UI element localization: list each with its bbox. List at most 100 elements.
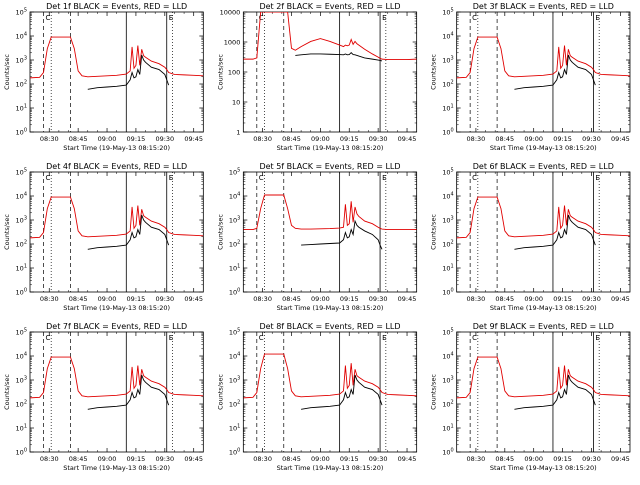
y-tick-label: 100 bbox=[16, 288, 27, 297]
y-tick-label: 104 bbox=[16, 32, 27, 41]
marker-c: C bbox=[259, 174, 264, 182]
y-tick-label: 102 bbox=[442, 80, 453, 89]
lld-series-line bbox=[243, 12, 417, 61]
y-tick-label: 102 bbox=[442, 240, 453, 249]
x-tick-label: 09:00 bbox=[311, 135, 330, 143]
y-tick-label: 100 bbox=[442, 448, 453, 457]
y-tick-label: 101 bbox=[442, 104, 453, 113]
y-tick-label: 100 bbox=[442, 128, 453, 137]
panel-title: Det 9f BLACK = Events, RED = LLD bbox=[473, 322, 614, 331]
lld-series-line bbox=[456, 196, 630, 239]
x-tick-label: 08:30 bbox=[253, 455, 272, 463]
x-tick-label: 09:45 bbox=[184, 295, 203, 303]
events-series-line bbox=[514, 54, 596, 90]
plot-frame bbox=[242, 331, 418, 453]
x-tick-label: 09:45 bbox=[398, 135, 417, 143]
x-axis-label: Start Time (19-May-13 08:15:20) bbox=[277, 144, 384, 152]
y-tick-label: 102 bbox=[16, 240, 27, 249]
y-tick-label: 102 bbox=[16, 400, 27, 409]
panel-title: Det 3f BLACK = Events, RED = LLD bbox=[473, 2, 614, 11]
y-tick-label: 101 bbox=[229, 264, 240, 273]
plot-frame bbox=[29, 331, 204, 453]
y-tick-label: 105 bbox=[229, 328, 240, 337]
x-axis-label: Start Time (19-May-13 08:15:20) bbox=[277, 304, 384, 312]
marker-c: C bbox=[472, 334, 477, 342]
x-tick-label: 09:45 bbox=[398, 455, 417, 463]
x-axis-label: Start Time (19-May-13 08:15:20) bbox=[63, 464, 170, 472]
y-tick-label: 102 bbox=[229, 400, 240, 409]
marker-e: E bbox=[169, 14, 173, 22]
x-tick-label: 08:30 bbox=[467, 455, 486, 463]
y-tick-label: 102 bbox=[229, 240, 240, 249]
events-series-line bbox=[514, 214, 596, 250]
x-tick-label: 08:45 bbox=[495, 135, 514, 143]
y-axis-label: Counts/sec bbox=[430, 214, 438, 250]
x-tick-label: 09:15 bbox=[340, 135, 359, 143]
y-axis-label: Counts/sec bbox=[216, 214, 224, 250]
chart-panel: Det 8f BLACK = Events, RED = LLD 100 101 10… bbox=[216, 322, 418, 472]
panel-title: Det 5f BLACK = Events, RED = LLD bbox=[259, 162, 400, 171]
y-tick-label: 101 bbox=[442, 424, 453, 433]
lld-series-line bbox=[30, 36, 204, 79]
panel-title: Det 7f BLACK = Events, RED = LLD bbox=[46, 322, 187, 331]
marker-e: E bbox=[382, 174, 386, 182]
x-tick-label: 09:30 bbox=[369, 135, 388, 143]
marker-e: E bbox=[595, 334, 599, 342]
marker-e: E bbox=[382, 14, 386, 22]
x-tick-label: 09:30 bbox=[582, 455, 601, 463]
lld-series-line bbox=[456, 356, 630, 399]
chart-panel: Det 4f BLACK = Events, RED = LLD 100 101 10… bbox=[3, 162, 204, 312]
plot-frame bbox=[456, 331, 631, 453]
marker-e: E bbox=[169, 334, 173, 342]
x-tick-label: 09:00 bbox=[311, 295, 330, 303]
panel-title: Det 4f BLACK = Events, RED = LLD bbox=[46, 162, 187, 171]
x-tick-label: 09:30 bbox=[369, 455, 388, 463]
x-tick-label: 09:30 bbox=[369, 295, 388, 303]
x-axis-label: Start Time (19-May-13 08:15:20) bbox=[63, 144, 170, 152]
x-tick-label: 08:30 bbox=[40, 295, 59, 303]
y-tick-label: 104 bbox=[442, 32, 453, 41]
y-axis-label: Counts/sec bbox=[216, 54, 224, 90]
y-tick-label: 104 bbox=[229, 352, 240, 361]
y-tick-label: 103 bbox=[16, 56, 27, 65]
events-series-line bbox=[87, 54, 170, 90]
x-tick-label: 09:15 bbox=[127, 135, 146, 143]
y-tick-label: 101 bbox=[16, 104, 27, 113]
chart-panel: Det 3f BLACK = Events, RED = LLD 100 101 10… bbox=[430, 2, 631, 152]
marker-c: C bbox=[45, 334, 50, 342]
y-tick-label: 100 bbox=[16, 448, 27, 457]
x-tick-label: 09:30 bbox=[582, 135, 601, 143]
x-tick-label: 09:15 bbox=[553, 455, 572, 463]
plot-frame bbox=[456, 11, 631, 133]
marker-c: C bbox=[259, 334, 264, 342]
y-tick-label: 101 bbox=[442, 264, 453, 273]
x-tick-label: 09:00 bbox=[98, 135, 117, 143]
events-series-line bbox=[87, 214, 170, 250]
x-tick-label: 08:30 bbox=[40, 135, 59, 143]
y-tick-label: 105 bbox=[442, 328, 453, 337]
x-tick-label: 08:30 bbox=[253, 295, 272, 303]
x-tick-label: 09:15 bbox=[127, 455, 146, 463]
y-axis-label: Counts/sec bbox=[3, 374, 11, 410]
y-tick-label: 100 bbox=[229, 448, 240, 457]
y-tick-label: 1 bbox=[236, 129, 240, 137]
marker-e: E bbox=[169, 174, 173, 182]
y-tick-label: 105 bbox=[229, 168, 240, 177]
lld-series-line bbox=[30, 196, 204, 239]
x-tick-label: 08:30 bbox=[467, 135, 486, 143]
y-tick-label: 10 bbox=[232, 99, 240, 107]
x-tick-label: 08:45 bbox=[495, 455, 514, 463]
panel-title: Det 2f BLACK = Events, RED = LLD bbox=[259, 2, 400, 11]
x-tick-label: 09:45 bbox=[398, 295, 417, 303]
y-tick-label: 10000 bbox=[220, 9, 241, 17]
lld-series-line bbox=[243, 353, 417, 399]
x-tick-label: 09:00 bbox=[524, 295, 543, 303]
events-series-line bbox=[514, 374, 596, 410]
x-tick-label: 08:45 bbox=[495, 295, 514, 303]
y-tick-label: 103 bbox=[442, 56, 453, 65]
events-series-line bbox=[87, 374, 170, 410]
y-tick-label: 102 bbox=[16, 80, 27, 89]
panel-title: Det 6f BLACK = Events, RED = LLD bbox=[473, 162, 614, 171]
